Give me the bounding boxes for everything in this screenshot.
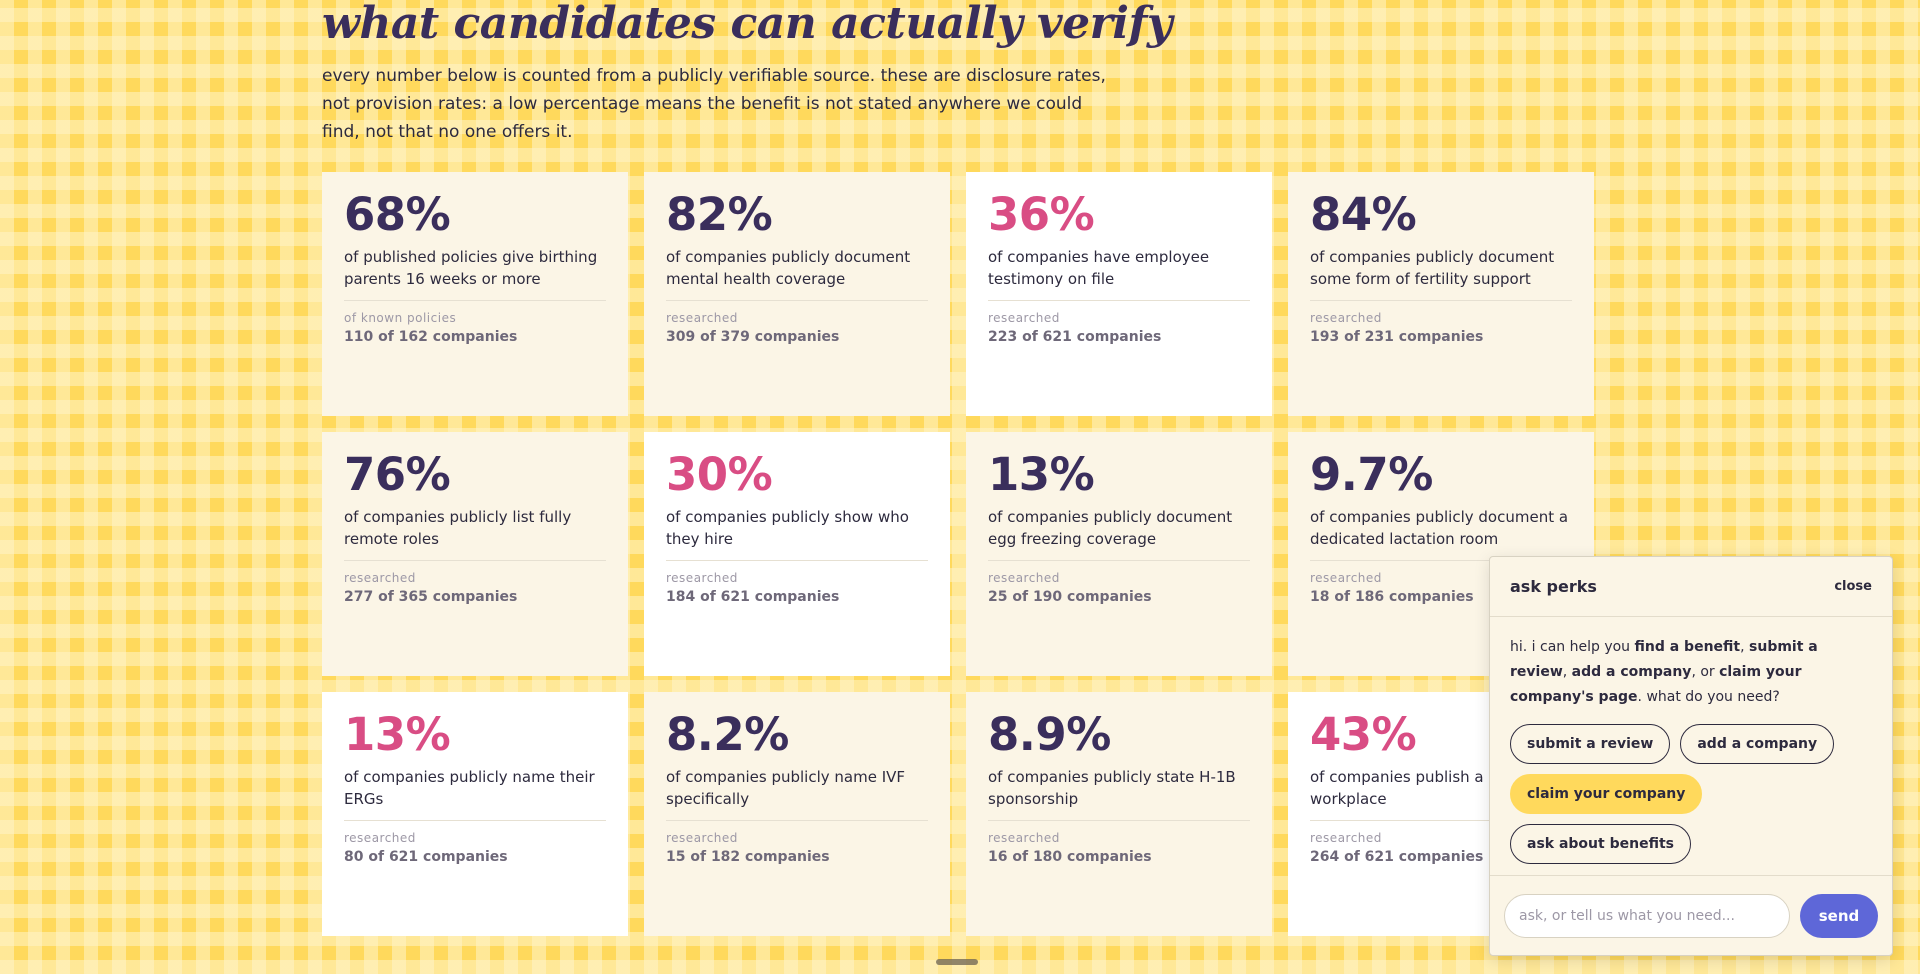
stat-description: of companies publicly state H-1B sponsor… bbox=[988, 766, 1250, 821]
stat-description: of companies publicly name their ERGs bbox=[344, 766, 606, 821]
stat-value: 13% bbox=[344, 708, 451, 761]
stat-card: 13% of companies publicly document egg f… bbox=[966, 432, 1272, 676]
stat-count: 110 of 162 companies bbox=[344, 329, 518, 345]
stat-source: of known policies bbox=[344, 311, 457, 325]
stat-value: 84% bbox=[1310, 188, 1417, 241]
stat-value: 82% bbox=[666, 188, 773, 241]
stat-source: researched bbox=[988, 571, 1060, 585]
chat-separator: , or bbox=[1691, 664, 1720, 680]
stat-value: 36% bbox=[988, 188, 1095, 241]
chat-title: ask perks bbox=[1510, 577, 1597, 596]
stat-description: of companies have employee testimony on … bbox=[988, 246, 1250, 301]
chat-close-button[interactable]: close bbox=[1834, 579, 1872, 594]
chat-separator: , bbox=[1740, 639, 1750, 655]
stat-description: of companies publicly document some form… bbox=[1310, 246, 1572, 301]
chat-footer: send bbox=[1490, 875, 1892, 955]
chat-quick-replies: submit a review add a company claim your… bbox=[1510, 724, 1872, 864]
stat-count: 25 of 190 companies bbox=[988, 589, 1152, 605]
stat-card: 8.9% of companies publicly state H-1B sp… bbox=[966, 692, 1272, 936]
stat-source: researched bbox=[344, 571, 416, 585]
stat-source: researched bbox=[988, 831, 1060, 845]
send-button[interactable]: send bbox=[1800, 893, 1878, 938]
stat-count: 18 of 186 companies bbox=[1310, 589, 1474, 605]
stat-count: 15 of 182 companies bbox=[666, 849, 830, 865]
stat-count: 223 of 621 companies bbox=[988, 329, 1162, 345]
stat-count: 193 of 231 companies bbox=[1310, 329, 1484, 345]
stat-source: researched bbox=[1310, 831, 1382, 845]
stat-card: 36% of companies have employee testimony… bbox=[966, 172, 1272, 416]
stat-card: 82% of companies publicly document menta… bbox=[644, 172, 950, 416]
submit-review-button[interactable]: submit a review bbox=[1510, 724, 1671, 764]
stat-value: 9.7% bbox=[1310, 448, 1433, 501]
chat-message: hi. i can help you find a benefit, submi… bbox=[1510, 635, 1872, 710]
ask-about-benefits-button[interactable]: ask about benefits bbox=[1510, 824, 1691, 864]
chat-action-add-company: add a company bbox=[1571, 664, 1692, 680]
section-title: what candidates can actually verify bbox=[322, 0, 1172, 49]
chat-header: ask perks close bbox=[1490, 557, 1892, 617]
stat-description: of companies publicly list fully remote … bbox=[344, 506, 606, 561]
stat-description: of companies publicly show who they hire bbox=[666, 506, 928, 561]
stat-count: 16 of 180 companies bbox=[988, 849, 1152, 865]
stat-count: 264 of 621 companies bbox=[1310, 849, 1484, 865]
stat-count: 80 of 621 companies bbox=[344, 849, 508, 865]
stat-card: 13% of companies publicly name their ERG… bbox=[322, 692, 628, 936]
scroll-handle[interactable] bbox=[936, 959, 978, 965]
chat-closing: . what do you need? bbox=[1637, 689, 1780, 705]
stat-source: researched bbox=[666, 831, 738, 845]
section-intro: every number below is counted from a pub… bbox=[322, 66, 1106, 142]
stat-value: 8.9% bbox=[988, 708, 1111, 761]
chat-greeting: hi. i can help you bbox=[1510, 639, 1635, 655]
stat-source: researched bbox=[666, 311, 738, 325]
stat-card: 68% of published policies give birthing … bbox=[322, 172, 628, 416]
stat-description: of companies publicly document egg freez… bbox=[988, 506, 1250, 561]
stat-card: 76% of companies publicly list fully rem… bbox=[322, 432, 628, 676]
stat-value: 30% bbox=[666, 448, 773, 501]
chat-widget: ask perks close hi. i can help you find … bbox=[1489, 556, 1893, 956]
stat-source: researched bbox=[666, 571, 738, 585]
chat-separator: , bbox=[1562, 664, 1572, 680]
stat-description: of companies publicly document a dedicat… bbox=[1310, 506, 1572, 561]
stat-card: 30% of companies publicly show who they … bbox=[644, 432, 950, 676]
stat-card: 9.7% of companies publicly document a de… bbox=[1288, 432, 1594, 676]
stat-value: 76% bbox=[344, 448, 451, 501]
stat-value: 13% bbox=[988, 448, 1095, 501]
chat-action-find-benefit: find a benefit bbox=[1634, 639, 1741, 655]
stat-source: researched bbox=[344, 831, 416, 845]
stat-card: 84% of companies publicly document some … bbox=[1288, 172, 1594, 416]
stat-source: researched bbox=[988, 311, 1060, 325]
stat-source: researched bbox=[1310, 311, 1382, 325]
stat-count: 309 of 379 companies bbox=[666, 329, 840, 345]
stat-description: of published policies give birthing pare… bbox=[344, 246, 606, 301]
stats-grid: 68% of published policies give birthing … bbox=[322, 172, 1596, 936]
stat-description: of companies publicly name IVF specifica… bbox=[666, 766, 928, 821]
stat-card: 8.2% of companies publicly name IVF spec… bbox=[644, 692, 950, 936]
stat-source: researched bbox=[1310, 571, 1382, 585]
stat-description: of companies publish a re the workplace bbox=[1310, 766, 1572, 821]
stat-count: 184 of 621 companies bbox=[666, 589, 840, 605]
stat-value: 43% bbox=[1310, 708, 1417, 761]
chat-action-submit-review: submit a review bbox=[1510, 639, 1818, 680]
chat-action-claim-page: claim your company's page bbox=[1510, 664, 1802, 705]
stat-count: 277 of 365 companies bbox=[344, 589, 518, 605]
chat-body: hi. i can help you find a benefit, submi… bbox=[1490, 617, 1892, 864]
chat-input[interactable] bbox=[1504, 893, 1790, 938]
stat-value: 8.2% bbox=[666, 708, 789, 761]
stat-value: 68% bbox=[344, 188, 451, 241]
add-company-button[interactable]: add a company bbox=[1680, 724, 1835, 764]
claim-company-button[interactable]: claim your company bbox=[1510, 774, 1703, 814]
stat-description: of companies publicly document mental he… bbox=[666, 246, 928, 301]
